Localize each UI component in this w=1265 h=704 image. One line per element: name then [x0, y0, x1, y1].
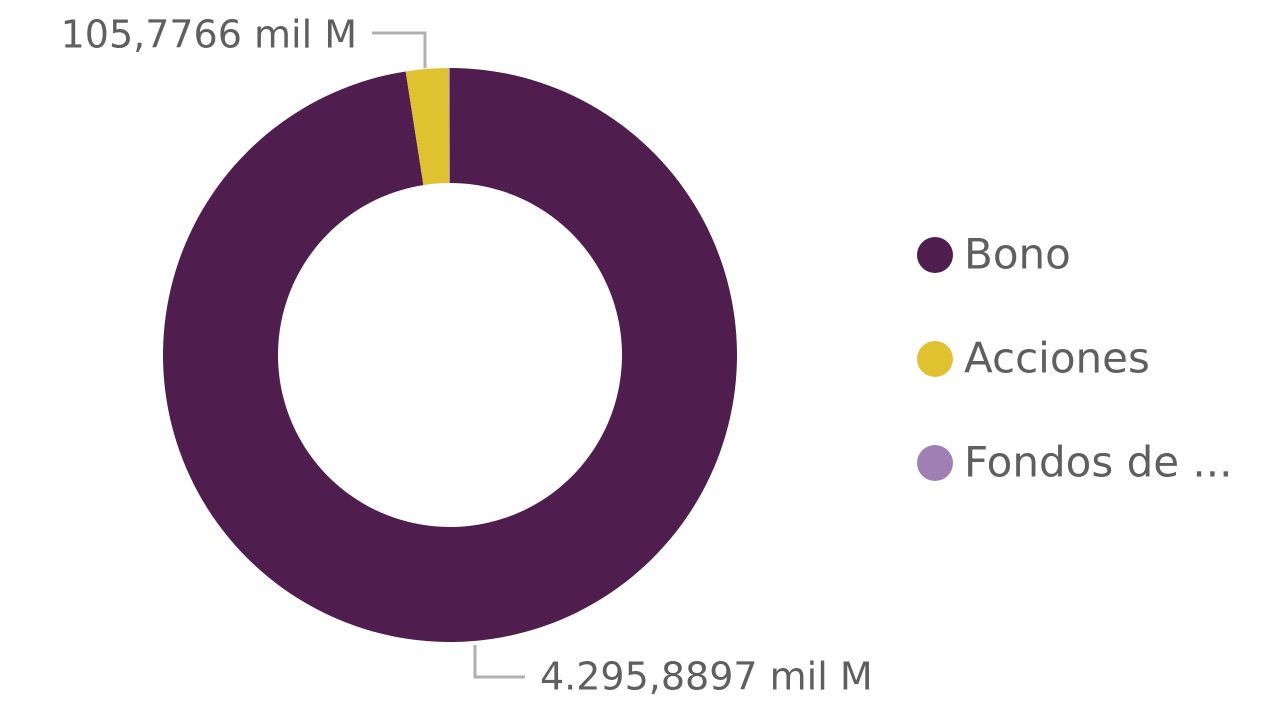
donut-slice: [405, 68, 450, 186]
legend-label: Acciones: [964, 334, 1150, 383]
legend-marker: [917, 341, 953, 377]
legend-marker: [917, 445, 953, 481]
leader-line: [473, 645, 525, 679]
legend-label: Fondos de ...: [964, 438, 1232, 487]
data-label: 4.295,8897 mil M: [540, 655, 873, 699]
data-label: 105,7766 mil M: [61, 13, 357, 57]
donut-slice: [163, 68, 737, 643]
leader-line: [372, 31, 427, 68]
legend-marker: [917, 237, 953, 273]
donut-slice: [448, 68, 450, 184]
legend-label: Bono: [964, 230, 1071, 279]
